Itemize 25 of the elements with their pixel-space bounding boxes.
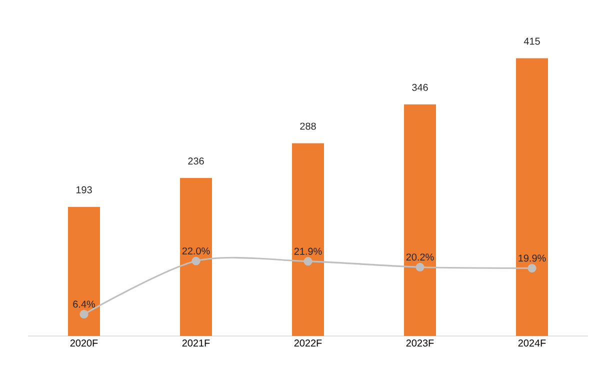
data-label: 22.0% [182, 247, 210, 254]
point [416, 262, 424, 272]
data-label: 415 [524, 38, 540, 45]
data-label: 288 [300, 122, 316, 130]
data-label: 6.4% [73, 300, 96, 308]
x-tick-label: 2021F [182, 340, 210, 347]
x-tick-label: 2024F [518, 340, 546, 347]
data-label: 193 [76, 186, 92, 194]
x-tick-label: 2023F [406, 340, 434, 347]
bar [404, 104, 436, 336]
point [80, 310, 88, 318]
data-label: 346 [412, 84, 428, 91]
point [528, 264, 536, 272]
bar [516, 58, 548, 336]
x-tick-label: 2022F [294, 340, 322, 347]
data-label: 19.9% [518, 254, 546, 262]
data-label: 236 [188, 158, 204, 165]
point [192, 256, 200, 266]
bar [292, 143, 324, 336]
data-label: 21.9% [294, 248, 322, 255]
bar [180, 178, 212, 336]
data-label: 20.2% [406, 254, 434, 261]
x-tick-label: 2020F [70, 340, 98, 347]
bar [68, 206, 100, 336]
point [304, 257, 312, 266]
